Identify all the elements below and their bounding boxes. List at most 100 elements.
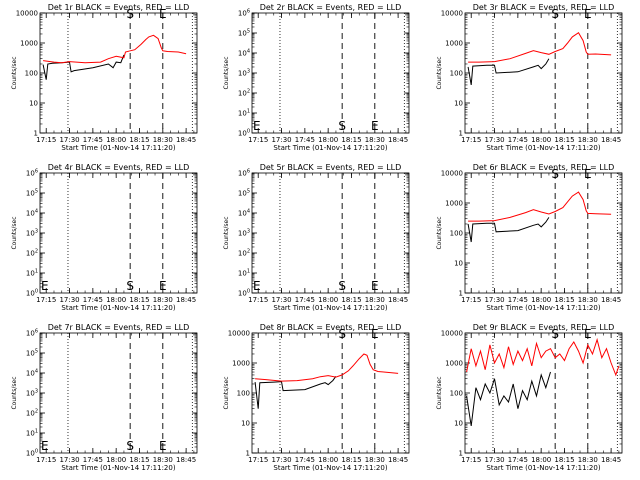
- x-tick-label: 18:15: [129, 456, 149, 464]
- x-tick-label: 17:15: [36, 136, 56, 144]
- y-tick-base: 10: [238, 110, 247, 118]
- marker-label-e: E: [371, 119, 379, 133]
- panel-title: Det 1r BLACK = Events, RED = LLD: [48, 3, 190, 12]
- y-tick-base: 10: [238, 210, 247, 218]
- y-tick-exponent: 1: [35, 269, 38, 275]
- plot-frame: [39, 332, 198, 454]
- y-tick-base: 10: [26, 350, 35, 358]
- x-tick-label: 17:15: [461, 136, 481, 144]
- y-tick-exponent: 2: [35, 409, 38, 415]
- x-tick-label: 18:00: [531, 136, 551, 144]
- x-tick-label: 18:45: [601, 456, 621, 464]
- y-tick-label: 10000: [441, 10, 463, 18]
- x-axis-label: Start Time (01-Nov-14 17:11:20): [61, 304, 175, 312]
- plot-frame: [251, 172, 410, 294]
- y-tick-label: 100: [238, 129, 250, 138]
- y-tick-base: 10: [26, 430, 35, 438]
- y-tick-label: 103: [26, 389, 38, 398]
- y-tick-label: 1: [459, 290, 463, 298]
- x-tick-label: 17:30: [59, 296, 79, 304]
- y-tick-label: 102: [26, 249, 38, 258]
- marker-label-e: E: [584, 167, 592, 181]
- x-tick-label: 18:15: [341, 136, 361, 144]
- edge-mark: E: [253, 119, 261, 133]
- y-tick-base: 10: [26, 410, 35, 418]
- y-tick-label: 10: [454, 260, 463, 268]
- y-tick-label: 10: [29, 100, 38, 108]
- x-tick-label: 18:45: [176, 296, 196, 304]
- panel-det-8: Det 8r BLACK = Events, RED = LLD 1 10 100 10…: [223, 323, 410, 472]
- marker-label-e: E: [159, 7, 167, 21]
- y-tick-label: 105: [238, 189, 250, 198]
- y-tick-base: 10: [26, 330, 35, 338]
- panel-title: Det 6r BLACK = Events, RED = LLD: [473, 163, 615, 172]
- x-tick-label: 18:00: [318, 136, 338, 144]
- y-tick-exponent: 3: [35, 229, 38, 235]
- y-tick-base: 10: [238, 250, 247, 258]
- y-tick-label: 100: [238, 289, 250, 298]
- panel-det-3: Det 3r BLACK = Events, RED = LLD 1 10 100 10…: [436, 3, 623, 152]
- marker-label-s: S: [551, 167, 559, 181]
- edge-mark: E: [41, 439, 49, 453]
- marker-label-e: E: [584, 327, 592, 341]
- panel-det-2: Det 2r BLACK = Events, RED = LLD10010110…: [223, 3, 410, 152]
- y-axis-label: Counts/sec: [223, 56, 230, 89]
- y-tick-base: 10: [26, 250, 35, 258]
- plot-frame: [464, 172, 623, 294]
- y-tick-base: 10: [238, 90, 247, 98]
- y-axis-label: Counts/sec: [11, 216, 18, 249]
- x-tick-label: 18:15: [129, 296, 149, 304]
- y-tick-exponent: 1: [35, 429, 38, 435]
- y-tick-label: 100: [450, 70, 463, 78]
- x-tick-label: 18:30: [365, 296, 385, 304]
- y-tick-base: 10: [26, 370, 35, 378]
- panel-det-5: Det 5r BLACK = Events, RED = LLD10010110…: [223, 163, 410, 312]
- y-tick-exponent: 4: [247, 209, 250, 215]
- x-tick-label: 18:00: [106, 456, 126, 464]
- y-tick-label: 105: [26, 349, 38, 358]
- y-tick-label: 1000: [445, 200, 463, 208]
- y-tick-exponent: 4: [247, 49, 250, 55]
- y-axis-label: Counts/sec: [436, 56, 443, 89]
- y-tick-label: 10000: [441, 330, 463, 338]
- y-tick-exponent: 2: [35, 249, 38, 255]
- x-axis-label: Start Time (01-Nov-14 17:11:20): [273, 304, 387, 312]
- y-tick-exponent: 6: [35, 169, 38, 175]
- y-tick-label: 1000: [445, 40, 463, 48]
- y-tick-label: 1000: [20, 40, 38, 48]
- x-tick-label: 17:45: [508, 296, 528, 304]
- y-tick-base: 10: [26, 170, 35, 178]
- y-tick-exponent: 6: [247, 9, 250, 15]
- y-tick-label: 1: [459, 450, 463, 458]
- y-tick-exponent: 0: [35, 289, 38, 295]
- y-tick-base: 10: [238, 170, 247, 178]
- y-tick-label: 101: [238, 109, 250, 118]
- y-tick-exponent: 6: [35, 329, 38, 335]
- y-tick-label: 103: [238, 229, 250, 238]
- y-tick-label: 10: [241, 420, 250, 428]
- y-tick-base: 10: [26, 230, 35, 238]
- plot-frame: [39, 172, 198, 294]
- edge-mark: E: [253, 279, 261, 293]
- x-tick-label: 18:30: [578, 296, 598, 304]
- x-tick-label: 18:30: [153, 296, 173, 304]
- x-tick-label: 18:45: [388, 136, 408, 144]
- y-axis-label: Counts/sec: [11, 56, 18, 89]
- y-tick-label: 105: [238, 29, 250, 38]
- y-tick-label: 101: [26, 269, 38, 278]
- x-axis-label: Start Time (01-Nov-14 17:11:20): [61, 464, 175, 472]
- y-tick-base: 10: [238, 290, 247, 298]
- panel-title: Det 3r BLACK = Events, RED = LLD: [473, 3, 615, 12]
- panel-det-7: Det 7r BLACK = Events, RED = LLD10010110…: [11, 323, 198, 472]
- x-tick-label: 18:30: [365, 136, 385, 144]
- x-tick-label: 18:30: [153, 136, 173, 144]
- y-tick-exponent: 4: [35, 209, 38, 215]
- y-tick-label: 1: [459, 130, 463, 138]
- y-tick-exponent: 2: [247, 249, 250, 255]
- x-tick-label: 17:30: [271, 456, 291, 464]
- marker-label-e: E: [159, 439, 167, 453]
- series-line-red: [468, 191, 612, 222]
- x-tick-label: 17:45: [83, 136, 103, 144]
- y-tick-exponent: 5: [247, 189, 250, 195]
